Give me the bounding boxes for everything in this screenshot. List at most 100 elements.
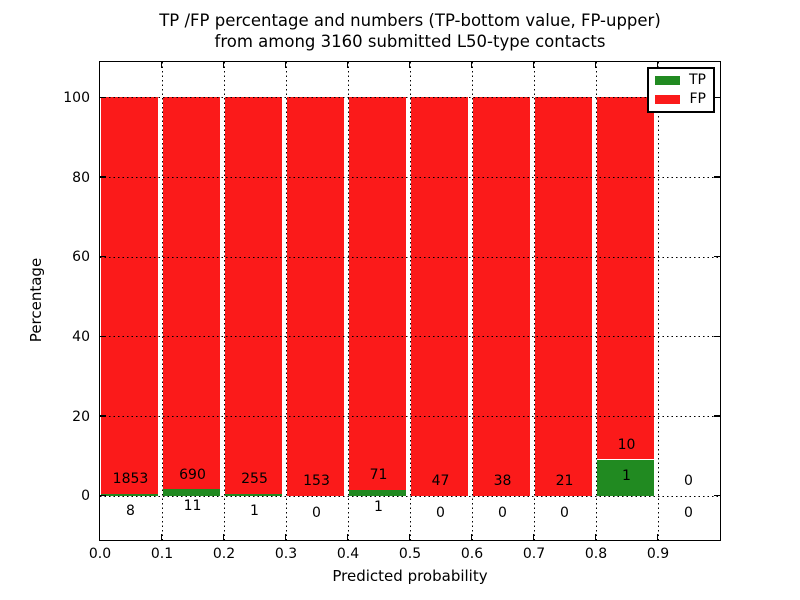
chart-title-line1: TP /FP percentage and numbers (TP-bottom… xyxy=(159,11,661,30)
fp-count-label-9: 0 xyxy=(684,472,693,489)
x-tick-bottom-0.8 xyxy=(594,533,597,540)
tp-count-label-0: 8 xyxy=(126,502,135,519)
fp-count-label-4: 71 xyxy=(369,467,388,484)
fp-count-label-5: 47 xyxy=(431,472,450,489)
y-tick-left-40 xyxy=(99,335,106,338)
bar-tp-segment-0 xyxy=(100,494,158,496)
plot-area: 1853 8 690 11 255 1 153 0 71 1 47 0 38 0 21 0 10 1 0 0 xyxy=(98,60,721,541)
v-gridline-0.3 xyxy=(285,61,287,540)
bar-fp-segment-4 xyxy=(348,97,406,491)
v-gridline-0.4 xyxy=(347,61,349,540)
x-tick-bottom-0.0 xyxy=(98,533,101,540)
fp-count-label-0: 1853 xyxy=(112,471,149,487)
x-tick-bottom-0.9 xyxy=(656,533,659,540)
x-tick-label-0.3: 0.3 xyxy=(274,546,298,562)
tp-count-label-3: 0 xyxy=(312,504,321,521)
x-tick-top-0.8 xyxy=(594,61,597,68)
legend-item-fp: FP xyxy=(649,92,713,107)
fp-count-label-1: 690 xyxy=(179,466,206,483)
legend-label-tp: TP xyxy=(689,72,706,88)
v-gridline-0.9 xyxy=(657,61,659,540)
x-tick-top-0.0 xyxy=(98,61,101,68)
x-tick-bottom-0.3 xyxy=(284,533,287,540)
legend: TP FP xyxy=(647,67,715,113)
y-tick-label-80: 80 xyxy=(72,169,90,186)
bar-fp-segment-5 xyxy=(410,97,468,496)
v-gridline-0.6 xyxy=(471,61,473,540)
x-tick-bottom-0.5 xyxy=(408,533,411,540)
legend-swatch-fp xyxy=(655,95,680,104)
tp-count-label-4: 1 xyxy=(374,499,383,516)
tp-count-label-9: 0 xyxy=(684,504,693,521)
x-tick-label-0.1: 0.1 xyxy=(150,546,174,562)
y-tick-left-60 xyxy=(99,255,106,258)
x-tick-label-0.7: 0.7 xyxy=(522,546,546,562)
x-axis-label: Predicted probability xyxy=(332,567,488,585)
tp-count-label-6: 0 xyxy=(498,504,507,521)
chart-title-line2: from among 3160 submitted L50-type conta… xyxy=(214,32,606,51)
bar-fp-segment-8 xyxy=(596,97,654,460)
y-tick-label-60: 60 xyxy=(72,249,90,266)
v-gridline-0.2 xyxy=(223,61,225,540)
x-tick-top-0.7 xyxy=(532,61,535,68)
x-tick-top-0.5 xyxy=(408,61,411,68)
bar-fp-segment-7 xyxy=(534,97,592,496)
x-tick-bottom-0.2 xyxy=(222,533,225,540)
y-tick-right-40 xyxy=(713,335,720,338)
x-tick-label-0.2: 0.2 xyxy=(212,546,236,562)
bar-fp-segment-6 xyxy=(472,97,530,496)
y-tick-right-100 xyxy=(713,96,720,99)
y-tick-label-20: 20 xyxy=(72,408,90,425)
bar-tp-segment-4 xyxy=(348,490,406,496)
x-tick-bottom-0.1 xyxy=(160,533,163,540)
v-gridline-0.7 xyxy=(533,61,535,540)
tp-count-label-1: 11 xyxy=(183,498,202,515)
x-tick-bottom-0.6 xyxy=(470,533,473,540)
y-tick-left-100 xyxy=(99,96,106,99)
bar-fp-segment-3 xyxy=(286,97,344,496)
bar-tp-segment-2 xyxy=(224,494,282,496)
x-tick-label-0.5: 0.5 xyxy=(398,546,422,562)
y-tick-label-0: 0 xyxy=(81,488,90,505)
tp-count-label-7: 0 xyxy=(560,504,569,521)
fp-count-label-7: 21 xyxy=(555,472,574,489)
bar-fp-segment-2 xyxy=(224,97,282,495)
legend-label-fp: FP xyxy=(689,91,707,107)
tp-count-label-5: 0 xyxy=(436,504,445,521)
x-tick-top-0.1 xyxy=(160,61,163,68)
y-tick-right-80 xyxy=(713,176,720,178)
x-tick-top-0.3 xyxy=(284,61,287,68)
x-tick-label-0.6: 0.6 xyxy=(460,546,484,562)
x-tick-bottom-0.4 xyxy=(346,533,349,540)
tp-count-label-8: 1 xyxy=(622,468,631,485)
tp-count-label-2: 1 xyxy=(250,503,259,520)
x-tick-label-0.9: 0.9 xyxy=(646,546,670,562)
y-tick-left-0 xyxy=(99,494,106,497)
y-tick-right-0 xyxy=(713,494,720,497)
bar-tp-segment-1 xyxy=(162,489,220,496)
y-tick-left-80 xyxy=(99,176,106,178)
x-tick-top-0.6 xyxy=(470,61,473,68)
y-tick-right-60 xyxy=(713,255,720,258)
bar-fp-segment-1 xyxy=(162,97,220,490)
x-tick-bottom-0.7 xyxy=(532,533,535,540)
legend-swatch-tp xyxy=(655,76,680,85)
bar-tp-segment-8 xyxy=(596,459,654,496)
x-tick-label-0.8: 0.8 xyxy=(584,546,608,562)
fp-count-label-6: 38 xyxy=(493,472,512,489)
v-gridline-0.8 xyxy=(595,61,597,540)
x-tick-label-0.0: 0.0 xyxy=(88,546,112,562)
fp-count-label-3: 153 xyxy=(303,472,330,489)
v-gridline-0.5 xyxy=(409,61,411,540)
x-tick-top-0.9 xyxy=(656,61,659,68)
x-tick-top-0.4 xyxy=(346,61,349,68)
fp-count-label-2: 255 xyxy=(241,471,268,488)
y-tick-left-20 xyxy=(99,415,106,417)
bar-fp-segment-0 xyxy=(100,97,158,494)
legend-item-tp: TP xyxy=(649,73,713,88)
y-tick-right-20 xyxy=(713,415,720,417)
x-tick-label-0.4: 0.4 xyxy=(336,546,360,562)
y-tick-label-100: 100 xyxy=(63,89,90,106)
v-gridline-0.1 xyxy=(161,61,163,540)
